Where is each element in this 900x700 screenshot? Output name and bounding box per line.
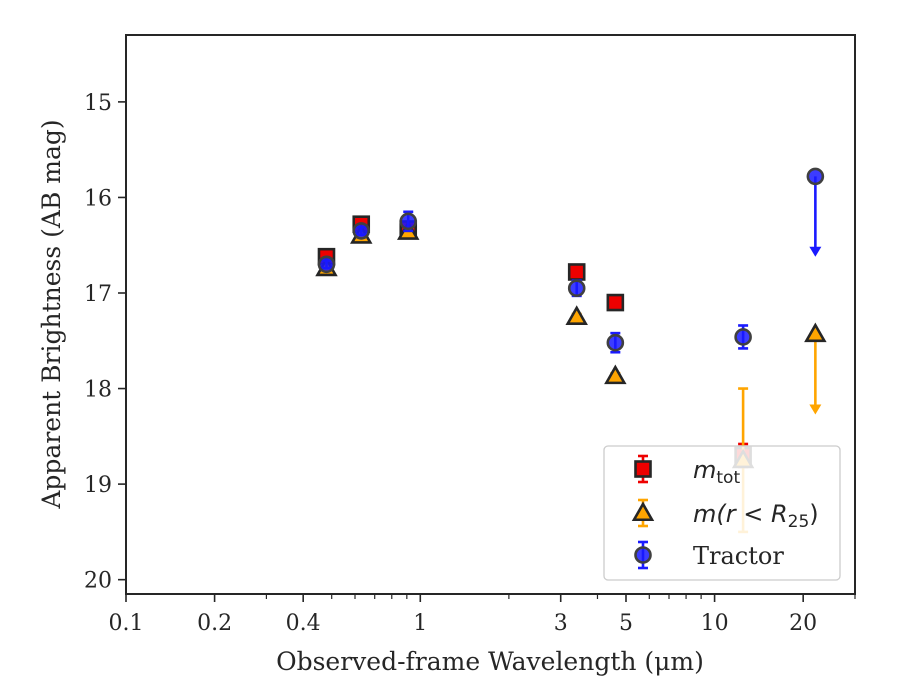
circle-marker — [606, 333, 625, 352]
circle-marker — [352, 222, 371, 240]
circle-marker — [317, 255, 336, 274]
x-tick-label: 5 — [619, 611, 633, 636]
x-tick-label: 0.1 — [109, 611, 144, 636]
y-tick-label: 17 — [84, 282, 112, 307]
y-axis-label: Apparent Brightness (AB mag) — [37, 119, 66, 509]
upper-limit-arrowhead — [809, 246, 822, 257]
circle-marker — [734, 328, 752, 346]
x-tick-label: 3 — [554, 611, 568, 636]
legend-label: m(r < R25) — [693, 500, 819, 532]
triangle-marker — [804, 322, 827, 343]
y-tick-label: 19 — [84, 473, 112, 498]
x-tick-label: 20 — [789, 611, 817, 636]
x-tick-label: 1 — [413, 611, 427, 636]
x-tick-label: 0.4 — [286, 611, 321, 636]
circle-marker — [567, 279, 586, 298]
legend-entry-mr25: m(r < R25) — [631, 498, 819, 532]
legend-entry-tractor: Tractor — [634, 540, 784, 570]
data-point — [352, 222, 371, 240]
circle-marker — [634, 546, 652, 564]
series-tractor — [317, 167, 825, 354]
data-point — [804, 322, 827, 415]
y-axis: 15 16 17 18 19 20 — [84, 91, 126, 594]
series-mtot — [317, 215, 752, 469]
triangle-marker — [631, 501, 655, 522]
data-point — [567, 263, 586, 281]
y-tick-label: 20 — [84, 569, 112, 594]
data-point — [565, 305, 588, 325]
upper-limit-arrowhead — [809, 404, 822, 415]
square-marker — [634, 460, 652, 478]
data-point — [806, 167, 825, 257]
x-axis-label: Observed-frame Wavelength (μm) — [276, 647, 704, 676]
y-tick-label: 15 — [84, 91, 112, 116]
square-marker — [606, 293, 625, 312]
y-tick-label: 18 — [84, 378, 112, 403]
x-tick-label: 10 — [701, 611, 729, 636]
legend: mtot m(r < R25) Tractor — [603, 445, 841, 581]
data-point — [399, 210, 418, 233]
data-point — [606, 331, 625, 354]
x-axis: 0.1 0.2 0.4 1 3 5 10 20 — [109, 594, 856, 636]
triangle-marker — [565, 305, 588, 325]
data-point — [606, 293, 625, 312]
legend-label: mtot — [693, 456, 740, 488]
legend-label: Tractor — [693, 542, 784, 570]
data-point — [317, 255, 336, 274]
plot-frame — [125, 34, 856, 595]
legend-box — [603, 445, 841, 581]
circle-marker — [806, 167, 825, 186]
data-point — [604, 364, 627, 385]
circle-marker — [399, 212, 418, 231]
data-point — [567, 279, 586, 298]
data-point — [734, 324, 752, 350]
legend-entry-mtot: mtot — [634, 454, 740, 488]
y-tick-label: 16 — [84, 186, 112, 211]
x-tick-label: 0.2 — [197, 611, 232, 636]
square-marker — [567, 263, 586, 281]
data-points-layer — [315, 167, 827, 534]
triangle-marker — [604, 364, 627, 385]
